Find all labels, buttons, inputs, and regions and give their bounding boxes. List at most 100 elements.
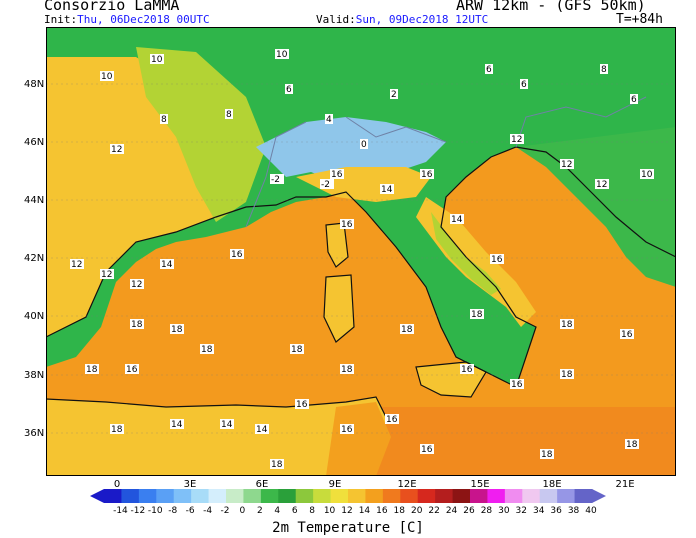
colorbar-tick-label: 36: [550, 506, 562, 516]
temp-label: 18: [201, 345, 213, 355]
temp-label: 14: [171, 420, 183, 430]
temp-label: 8: [161, 115, 167, 125]
temp-label-bg: [225, 109, 233, 119]
lon-label: 0: [113, 479, 121, 490]
lon-label: 6E: [255, 479, 269, 490]
temp-label: 18: [131, 320, 143, 330]
temp-label-bg: [470, 309, 484, 319]
colorbar-tick-label: 34: [532, 506, 545, 516]
colorbar-tick-label: -2: [220, 506, 230, 516]
temp-label: -2: [321, 180, 330, 190]
colorbar-tick-label: -4: [203, 506, 213, 516]
colorbar-swatch: [435, 489, 454, 503]
sardinia: [324, 275, 354, 342]
colorbar-tick-label: 0: [239, 506, 246, 516]
temp-label-bg: [460, 364, 474, 374]
colorbar-swatch: [539, 489, 558, 503]
temp-label-bg: [625, 439, 639, 449]
colorbar-min-arrow: [90, 489, 104, 503]
temp-label: 16: [421, 170, 433, 180]
lead-time: T=+84h: [616, 12, 663, 27]
temp-label-bg: [270, 174, 284, 184]
temp-label-bg: [560, 319, 574, 329]
lat-label: 42N: [24, 253, 45, 264]
temp-label: 12: [71, 260, 82, 270]
colorbar-tick-label: -6: [185, 506, 195, 516]
temp-label: 18: [561, 370, 573, 380]
colorbar-tick-label: 30: [498, 506, 510, 516]
lat-label: 40N: [24, 311, 45, 322]
colorbar-swatch: [504, 489, 523, 503]
colorbar-tick-label: 28: [480, 506, 493, 516]
temp-label-bg: [510, 134, 524, 144]
temp-label-bg: [100, 71, 114, 81]
lon-label: 18E: [542, 479, 562, 490]
colorbar-swatch: [191, 489, 210, 503]
temp-label: 18: [111, 425, 123, 435]
temp-label: 16: [386, 415, 398, 425]
colorbar-swatch: [382, 489, 401, 503]
temp-label: 0: [361, 140, 367, 150]
temp-label: 12: [111, 145, 122, 155]
temp-label-bg: [380, 184, 394, 194]
temp-label: 18: [341, 365, 353, 375]
colorbar-swatch: [173, 489, 192, 503]
lon-label: 15E: [470, 479, 490, 490]
colorbar-tick-label: 26: [463, 506, 475, 516]
colorbar-tick-label: 16: [376, 506, 388, 516]
temp-label-bg: [125, 364, 139, 374]
temp-label: 16: [341, 425, 353, 435]
colorbar-tick-label: 20: [410, 506, 423, 516]
temp-label-bg: [520, 79, 528, 89]
temp-label-bg: [285, 84, 293, 94]
temp-label: 16: [511, 380, 523, 390]
colorbar-tick-label: 12: [341, 506, 353, 516]
temp-label: 8: [601, 65, 607, 75]
colorbar-swatch: [400, 489, 419, 503]
colorbar-swatch: [121, 489, 140, 503]
temp-label-bg: [160, 114, 168, 124]
temp-label-bg: [150, 54, 164, 64]
model-title: ARW 12km - (GFS 50km): [456, 0, 646, 14]
colorbar-tick-label: 24: [445, 506, 458, 516]
temp-label: 18: [171, 325, 183, 335]
map-frame: [46, 27, 676, 476]
colorbar-tick-label: 4: [274, 506, 281, 516]
lon-label: 12E: [397, 479, 417, 490]
temp-label-bg: [340, 424, 354, 434]
temp-label: 12: [561, 160, 572, 170]
temp-label-bg: [340, 364, 354, 374]
colorbar-tick-label: -10: [147, 506, 163, 516]
temp-label-bg: [130, 279, 144, 289]
colorbar-swatch: [104, 489, 122, 503]
temp-label: 16: [491, 255, 503, 265]
temp-label-bg: [390, 89, 398, 99]
temp-label-bg: [220, 419, 234, 429]
colorbar-title: 2m Temperature [C]: [272, 520, 424, 536]
lon-label: 21E: [615, 479, 635, 490]
temp-label: 2: [391, 90, 397, 100]
colorbar-swatch: [295, 489, 314, 503]
temp-label: 12: [511, 135, 522, 145]
colorbar-swatch: [156, 489, 175, 503]
temp-label: 18: [291, 345, 303, 355]
land-mid-zone: [136, 47, 266, 222]
temp-label: 10: [151, 55, 163, 65]
temp-label: 18: [401, 325, 413, 335]
temp-label-bg: [290, 344, 304, 354]
temp-label-bg: [420, 169, 434, 179]
temp-label: 18: [561, 320, 573, 330]
temp-label: 12: [596, 180, 607, 190]
temp-label: 18: [626, 440, 638, 450]
temp-label: 6: [286, 85, 292, 95]
init-time: Init:Thu, 06Dec2018 00UTC: [44, 14, 210, 26]
colorbar-swatch: [243, 489, 262, 503]
temp-label-bg: [340, 219, 354, 229]
balkans-green: [516, 127, 676, 287]
temp-label-bg: [320, 179, 334, 189]
temp-label-bg: [230, 249, 244, 259]
colorbar-swatch: [417, 489, 436, 503]
colorbar-swatch: [557, 489, 576, 503]
temp-label: 18: [471, 310, 483, 320]
temp-label: 16: [461, 365, 473, 375]
